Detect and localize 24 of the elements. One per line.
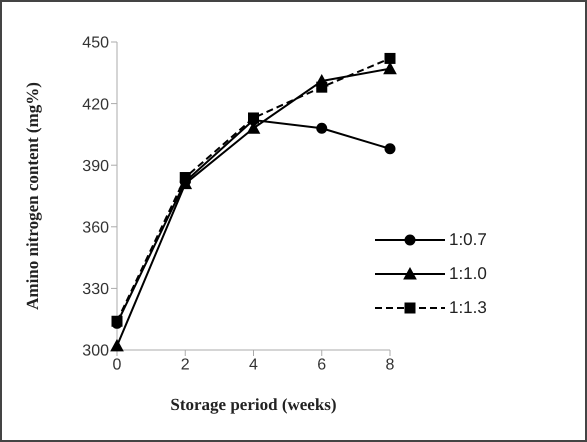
- x-tick-label: 0: [112, 356, 122, 374]
- y-tick-label: 390: [82, 158, 110, 175]
- point: [384, 143, 396, 154]
- x-tick-label: 2: [180, 356, 190, 374]
- x-tick-label: 4: [249, 356, 258, 374]
- x-axis-title: Storage period (weeks): [170, 395, 337, 414]
- point: [110, 339, 124, 352]
- y-tick-label: 330: [82, 281, 110, 298]
- point: [384, 62, 396, 74]
- legend-label: 1:1.0: [449, 264, 487, 284]
- y-tick-label: 300: [82, 342, 110, 360]
- point: [180, 172, 191, 184]
- point: [384, 52, 396, 64]
- y-tick-label: 450: [82, 34, 110, 52]
- y-tick-label: 420: [82, 96, 110, 114]
- x-tick-label: 8: [386, 356, 395, 374]
- x-tick-label: 6: [317, 356, 326, 374]
- point: [316, 122, 328, 134]
- legend-label: 1:1.3: [449, 298, 487, 318]
- y-tick-label: 360: [82, 219, 110, 236]
- legend-label: 1:0.7: [449, 230, 487, 250]
- point: [316, 82, 328, 93]
- point: [248, 112, 259, 124]
- y-axis-title: Amino nitrogen content (mg%): [23, 82, 42, 310]
